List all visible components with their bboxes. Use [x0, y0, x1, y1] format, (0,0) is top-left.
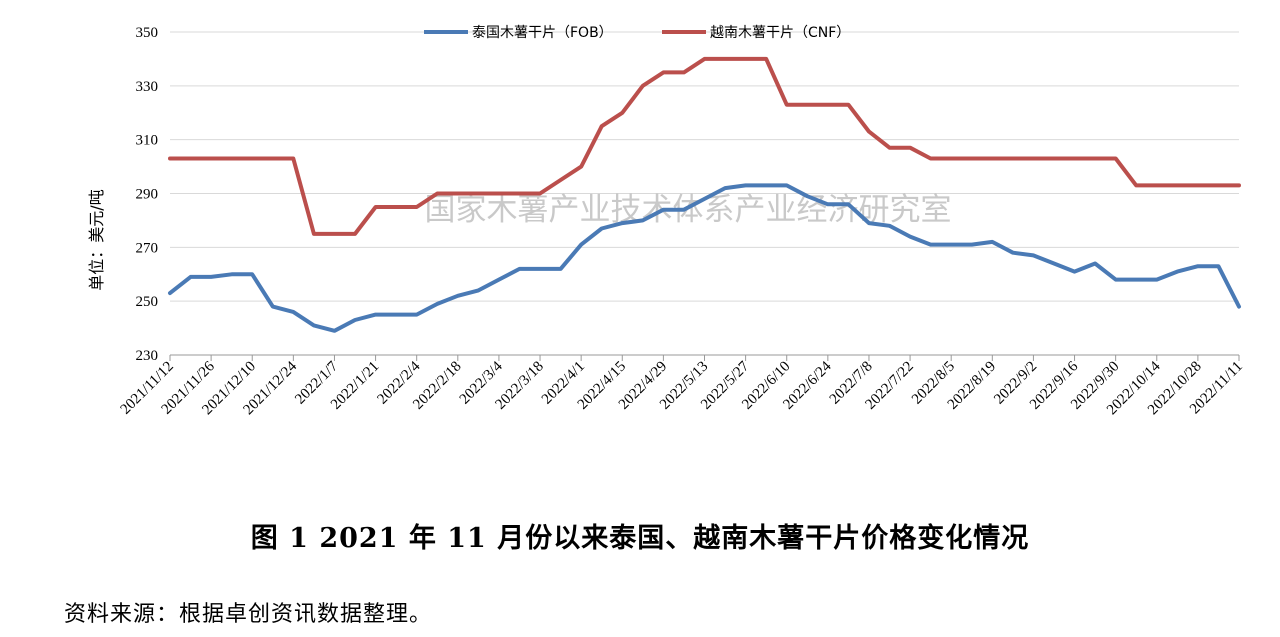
series-line-thailand-fob	[168, 183, 1241, 333]
y-tick-label: 230	[136, 348, 159, 364]
y-axis-ticks: 230 250 270 290 310 330 350	[136, 25, 159, 364]
y-tick-label: 250	[136, 294, 159, 310]
y-tick-label: 330	[136, 79, 159, 95]
legend-label-vietnam: 越南木薯干片（CNF）	[710, 25, 850, 41]
legend-label-thai: 泰国木薯干片（FOB）	[472, 25, 613, 41]
y-tick-label: 270	[136, 240, 159, 256]
series-line-vietnam-cnf	[168, 56, 1241, 236]
data-source-note: 资料来源：根据卓创资讯数据整理。	[64, 602, 433, 627]
y-tick-label: 290	[136, 187, 159, 203]
price-line-chart: 230 250 270 290 310 330 350 2021/11/122021/11/…	[87, 25, 1246, 418]
y-axis-label: 单位：美元/吨	[87, 189, 106, 290]
watermark: 国家木薯产业技术体系产业经济研究室	[425, 192, 952, 228]
series-lines	[168, 56, 1241, 333]
y-tick-label: 310	[136, 133, 159, 149]
y-tick-label: 350	[136, 25, 159, 41]
x-axis-ticks: 2021/11/122021/11/262021/12/102021/12/24…	[118, 355, 1246, 418]
figure-caption: 图 1 2021 年 11 月份以来泰国、越南木薯干片价格变化情况	[250, 523, 1030, 554]
gridlines	[170, 31, 1239, 302]
legend: 泰国木薯干片（FOB） 越南木薯干片（CNF）	[424, 25, 850, 41]
